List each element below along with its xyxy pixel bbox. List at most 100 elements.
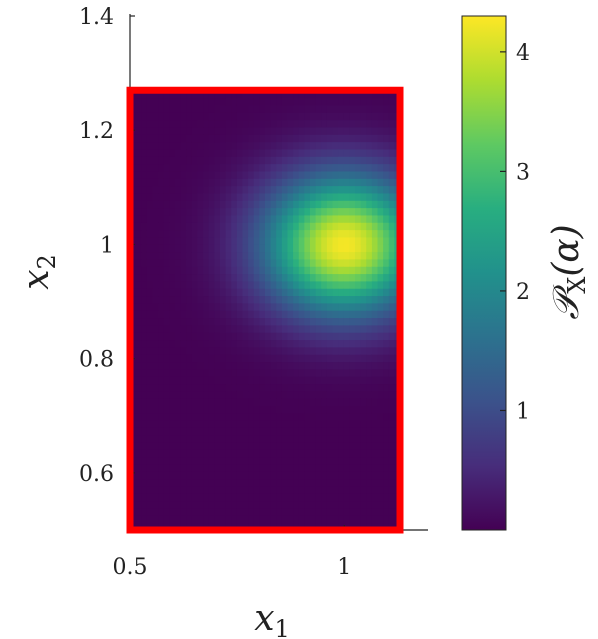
heatmap-cell xyxy=(203,229,210,238)
heatmap-cell xyxy=(203,493,210,502)
heatmap-cell xyxy=(343,178,350,187)
heatmap-cell xyxy=(169,442,176,450)
heatmap-cell xyxy=(265,258,272,267)
heatmap-cell xyxy=(253,170,260,179)
heatmap-cell xyxy=(191,141,199,150)
heatmap-cell xyxy=(315,456,322,465)
heatmap-cell xyxy=(236,464,244,472)
heatmap-cell xyxy=(158,273,165,282)
heatmap-cell xyxy=(293,192,300,201)
heatmap-cell xyxy=(186,104,193,113)
heatmap-cell xyxy=(281,427,289,436)
heatmap-cell xyxy=(135,317,142,326)
heatmap-cell xyxy=(225,434,232,443)
heatmap-cell xyxy=(180,185,187,194)
heatmap-cell xyxy=(298,332,305,341)
heatmap-cell xyxy=(225,486,232,494)
heatmap-cell xyxy=(225,134,232,143)
heatmap-cell xyxy=(371,251,379,260)
heatmap-cell xyxy=(371,493,379,502)
heatmap-cell xyxy=(298,156,305,165)
heatmap-cell xyxy=(349,214,356,223)
heatmap-cell xyxy=(236,229,244,238)
heatmap-cell xyxy=(158,163,165,172)
heatmap-cell xyxy=(332,148,339,157)
heatmap-cell xyxy=(135,251,142,260)
heatmap-cell xyxy=(242,383,249,392)
heatmap-cell xyxy=(349,170,356,179)
heatmap-cell xyxy=(371,390,379,399)
heatmap-cell xyxy=(293,346,300,355)
heatmap-cell xyxy=(287,156,294,165)
heatmap-cell xyxy=(203,236,210,245)
heatmap-cell xyxy=(141,288,148,297)
heatmap-cell xyxy=(191,376,199,385)
heatmap-cell xyxy=(259,170,266,179)
heatmap-cell xyxy=(135,302,142,311)
heatmap-cell xyxy=(225,251,232,260)
heatmap-cell xyxy=(265,273,272,282)
heatmap-cell xyxy=(169,434,176,443)
heatmap-cell xyxy=(343,90,350,99)
heatmap-cell xyxy=(310,464,317,472)
heatmap-cell xyxy=(388,383,395,392)
heatmap-cell xyxy=(349,398,356,406)
heatmap-cell xyxy=(225,420,232,428)
heatmap-cell xyxy=(281,390,289,399)
heatmap-cell xyxy=(248,332,255,341)
heatmap-cell xyxy=(242,280,249,289)
heatmap-cell xyxy=(343,200,350,209)
heatmap-cell xyxy=(321,346,328,355)
heatmap-cell xyxy=(236,515,244,524)
heatmap-cell xyxy=(298,376,305,385)
heatmap-cell xyxy=(141,251,148,260)
heatmap-cell xyxy=(265,368,272,377)
heatmap-cell xyxy=(146,244,154,253)
heatmap-cell xyxy=(169,420,176,428)
heatmap-cell xyxy=(163,478,170,487)
heatmap-cell xyxy=(281,200,289,209)
heatmap-cell xyxy=(146,420,154,428)
heatmap-cell xyxy=(242,119,249,128)
heatmap-cell xyxy=(276,508,283,516)
heatmap-cell xyxy=(191,119,199,128)
heatmap-cell xyxy=(332,376,339,385)
heatmap-cell xyxy=(281,332,289,341)
heatmap-cell xyxy=(338,156,345,165)
heatmap-cell xyxy=(135,214,142,223)
heatmap-cell xyxy=(146,508,154,516)
heatmap-cell xyxy=(304,126,311,135)
heatmap-cell xyxy=(281,368,289,377)
heatmap-cell xyxy=(191,97,199,106)
heatmap-cell xyxy=(293,119,300,128)
heatmap-cell xyxy=(141,214,148,223)
heatmap-cell xyxy=(197,295,204,304)
heatmap-cell xyxy=(287,354,294,363)
heatmap-cell xyxy=(225,324,232,333)
heatmap-cell xyxy=(169,244,176,253)
heatmap-cell xyxy=(242,97,249,106)
heatmap-cell xyxy=(203,119,210,128)
heatmap-cell xyxy=(225,471,232,480)
heatmap-cell xyxy=(225,244,232,253)
heatmap-cell xyxy=(338,288,345,297)
heatmap-cell xyxy=(248,244,255,253)
heatmap-cell xyxy=(146,390,154,399)
heatmap-cell xyxy=(355,383,362,392)
heatmap-cell xyxy=(158,266,165,275)
heatmap-cell xyxy=(214,486,221,494)
heatmap-cell xyxy=(355,434,362,443)
heatmap-cell xyxy=(338,339,345,348)
heatmap-cell xyxy=(231,471,238,480)
heatmap-cell xyxy=(163,134,170,143)
heatmap-cell xyxy=(338,361,345,370)
heatmap-cell xyxy=(163,515,170,524)
heatmap-cell xyxy=(265,398,272,406)
heatmap-cell xyxy=(349,442,356,450)
heatmap-cell xyxy=(310,427,317,436)
heatmap-cell xyxy=(203,500,210,509)
heatmap-cell xyxy=(197,126,204,135)
heatmap-cell xyxy=(248,207,255,216)
heatmap-cell xyxy=(293,258,300,267)
heatmap-cell xyxy=(191,302,199,311)
